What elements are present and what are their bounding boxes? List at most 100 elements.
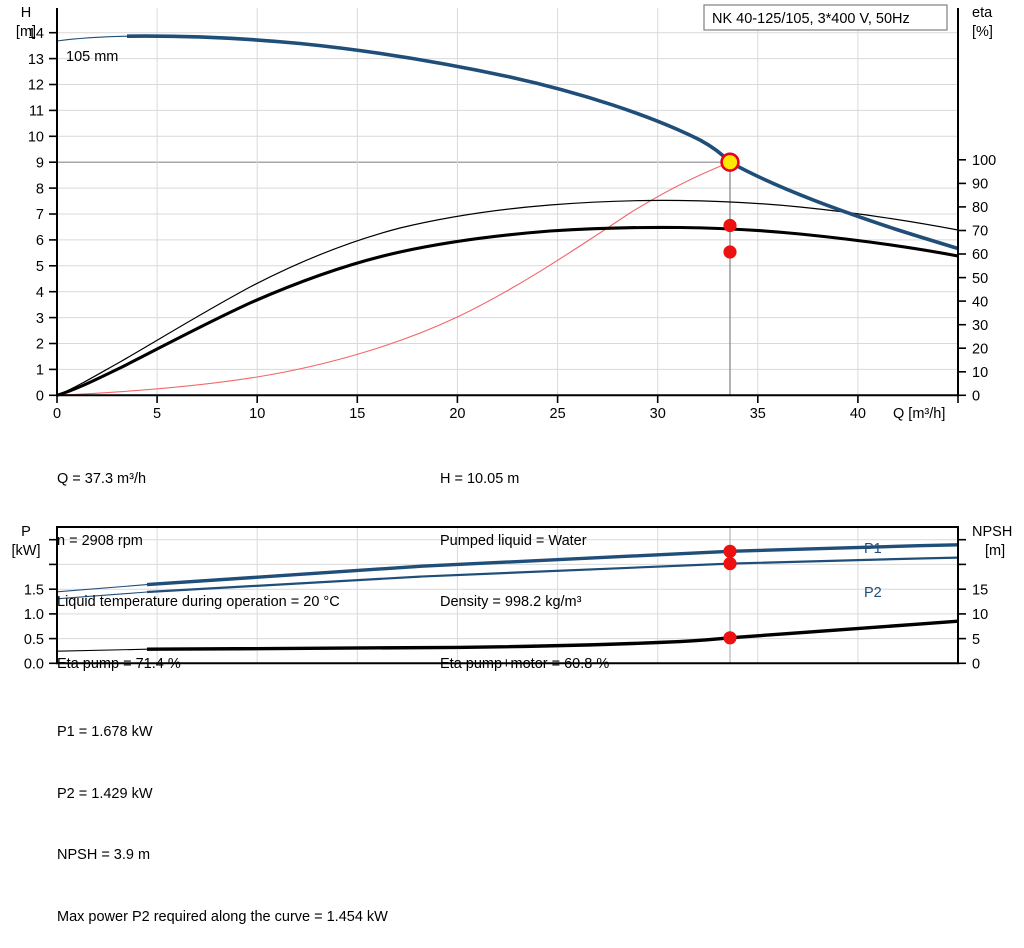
info-h: H = 10.05 m	[440, 471, 520, 487]
tick-h-7: 7	[36, 207, 44, 223]
eta-pump-duty-dot	[723, 218, 737, 233]
tick-h-10: 10	[28, 130, 44, 146]
tick-h-14: 14	[28, 26, 44, 42]
tick-h-2: 2	[36, 337, 44, 353]
info-p2: P2 = 1.429 kW	[57, 785, 153, 802]
tick-q-10: 10	[249, 406, 265, 422]
npsh-curve	[146, 619, 959, 651]
top-y-right-axis-label: eta	[972, 5, 993, 21]
p2-curve-extension	[56, 591, 148, 600]
tick-npsh-0: 0	[972, 657, 980, 673]
npsh-duty-dot	[723, 631, 737, 645]
top-grid-vertical	[156, 8, 859, 396]
top-y-left-axis-label: H	[21, 5, 31, 21]
tick-eta-20: 20	[972, 341, 988, 357]
bottom-y-left-axis-unit: [kW]	[12, 543, 41, 559]
eta-pump-motor-curve	[56, 225, 959, 397]
tick-eta-10: 10	[972, 365, 988, 381]
top-x-axis-label: Q [m³/h]	[893, 406, 945, 422]
tick-eta-30: 30	[972, 318, 988, 334]
bottom-chart: 0.0 0.5 1.0 1.5 0 5 10 15 P [kW] NPSH [m…	[12, 524, 1013, 673]
tick-eta-60: 60	[972, 247, 988, 263]
tick-p-1: 0.5	[24, 632, 44, 648]
p1-duty-dot	[723, 544, 737, 558]
tick-h-9: 9	[36, 155, 44, 171]
info-q: Q = 37.3 m³/h	[57, 471, 147, 487]
tick-npsh-5: 5	[972, 632, 980, 648]
top-chart: 0 1 2 3 4 5 6 7 8 9 10 11 12 13 14 0 10 …	[16, 4, 996, 422]
tick-q-25: 25	[550, 406, 566, 422]
tick-q-40: 40	[850, 406, 866, 422]
top-y-right-axis-unit: [%]	[972, 24, 993, 40]
tick-q-15: 15	[349, 406, 365, 422]
tick-p-2: 1.0	[24, 607, 44, 623]
power-info-block: P1 = 1.678 kW P2 = 1.429 kW NPSH = 3.9 m…	[57, 681, 388, 948]
info-pumped-liquid: Pumped liquid = Water	[440, 532, 587, 549]
bottom-grid-horizontal	[57, 539, 958, 640]
p1-series-label: P1	[864, 541, 882, 557]
duty-point-marker	[720, 152, 740, 172]
tick-eta-0: 0	[972, 389, 980, 405]
top-y-left-axis-unit: [m]	[16, 24, 36, 40]
bottom-y-right-axis-unit: [m]	[985, 543, 1005, 559]
top-red-reference-curve	[56, 161, 731, 396]
p2-duty-dot	[723, 557, 737, 571]
info-eta-pump: Eta pump = 71.4 %	[57, 655, 181, 672]
head-curve-extension	[56, 35, 128, 42]
tick-eta-40: 40	[972, 294, 988, 310]
tick-p-3: 1.5	[24, 582, 44, 598]
info-density: Density = 998.2 kg/m³	[440, 594, 582, 610]
tick-eta-90: 90	[972, 177, 988, 193]
duty-info-left: Q = 37.3 m³/h n = 2908 rpm Liquid temper…	[57, 428, 340, 695]
tick-eta-100: 100	[972, 153, 996, 169]
info-npsh: NPSH = 3.9 m	[57, 847, 151, 863]
top-right-ticks	[958, 159, 966, 397]
p1-curve	[146, 543, 959, 587]
tick-h-8: 8	[36, 181, 44, 197]
info-max-power: Max power P2 required along the curve = …	[57, 908, 388, 925]
p2-series-label: P2	[864, 585, 882, 601]
top-bottom-ticks	[56, 395, 959, 403]
tick-eta-70: 70	[972, 224, 988, 240]
bottom-left-tick-labels: 0.0 0.5 1.0 1.5	[24, 582, 44, 672]
tick-h-13: 13	[28, 52, 44, 68]
eta-pump-curve	[56, 199, 959, 396]
tick-q-30: 30	[650, 406, 666, 422]
top-bottom-tick-labels: 0 5 10 15 20 25 30 35 40	[53, 406, 866, 422]
top-left-tick-labels: 0 1 2 3 4 5 6 7 8 9 10 11 12 13 14	[28, 26, 44, 405]
tick-h-4: 4	[36, 285, 44, 301]
tick-eta-50: 50	[972, 271, 988, 287]
tick-q-20: 20	[449, 406, 465, 422]
tick-eta-80: 80	[972, 200, 988, 216]
bottom-grid-vertical	[156, 527, 859, 664]
tick-q-0: 0	[53, 406, 61, 422]
bottom-y-right-axis-label: NPSH	[972, 524, 1012, 540]
tick-q-5: 5	[153, 406, 161, 422]
tick-q-35: 35	[750, 406, 766, 422]
title-box	[703, 4, 948, 31]
bottom-right-tick-labels: 0 5 10 15	[972, 582, 988, 672]
impeller-size-label: 105 mm	[66, 49, 118, 65]
top-left-ticks	[49, 31, 57, 397]
tick-p-0: 0.0	[24, 657, 44, 673]
bottom-y-left-axis-label: P	[21, 524, 31, 540]
tick-npsh-10: 10	[972, 607, 988, 623]
bottom-left-ticks	[49, 538, 57, 665]
info-p1: P1 = 1.678 kW	[57, 724, 153, 740]
tick-h-1: 1	[36, 363, 44, 379]
pump-performance-figure: 0 1 2 3 4 5 6 7 8 9 10 11 12 13 14 0 10 …	[12, 4, 1013, 673]
p1-curve-extension	[56, 584, 148, 593]
top-right-tick-labels: 0 10 20 30 40 50 60 70 80 90 100	[972, 153, 996, 405]
title-box-label: NK 40-125/105, 3*400 V, 50Hz	[712, 11, 910, 27]
info-liquid-temp: Liquid temperature during operation = 20…	[57, 594, 340, 610]
tick-h-12: 12	[28, 78, 44, 94]
pump-curve-page: 0 1 2 3 4 5 6 7 8 9 10 11 12 13 14 0 10 …	[12, 4, 1013, 925]
head-curve	[126, 34, 959, 251]
tick-h-11: 11	[29, 104, 44, 120]
duty-info-right: H = 10.05 m Pumped liquid = Water Densit…	[440, 428, 609, 695]
tick-h-5: 5	[36, 259, 44, 275]
info-n: n = 2908 rpm	[57, 532, 143, 549]
top-grid-horizontal	[57, 32, 958, 370]
tick-h-3: 3	[36, 311, 44, 327]
bottom-right-ticks	[958, 538, 966, 665]
